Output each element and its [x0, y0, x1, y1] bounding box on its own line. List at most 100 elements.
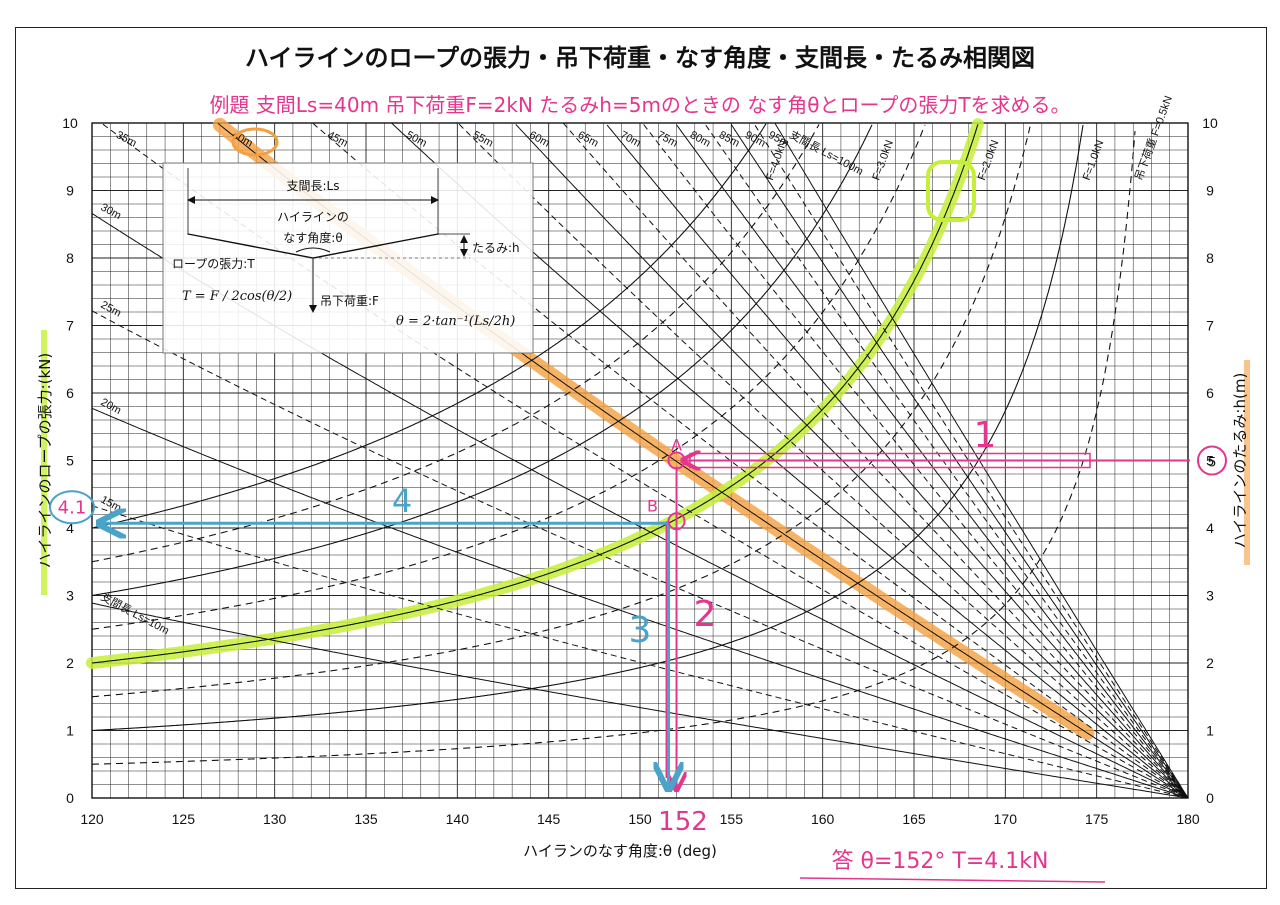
answer-theta-label: 152 — [658, 807, 708, 837]
y-tick-label-left: 0 — [66, 790, 74, 806]
tension-line-F-3 — [91, 124, 873, 597]
inset-span-label: 支間長:Ls — [287, 179, 340, 193]
point-A-label: A — [671, 436, 682, 455]
x-tick-label: 125 — [172, 811, 196, 827]
span-line-10m — [91, 602, 1189, 799]
formula-inset: 支間長:Ls ハイラインの なす角度:θ たるみ:h ロープの張力:T 吊下荷重… — [162, 162, 534, 354]
x-tick-label: 130 — [263, 811, 287, 827]
inset-sag-label: たるみ:h — [472, 241, 520, 255]
y-tick-label-left: 3 — [66, 588, 74, 604]
x-tick-label: 145 — [537, 811, 561, 827]
x-tick-label: 120 — [80, 811, 104, 827]
x-tick-label: 165 — [902, 811, 926, 827]
tension-line-F-2.5 — [91, 124, 926, 630]
tension-line-F-0.5 — [91, 131, 1136, 765]
span-line-label: 65m — [576, 129, 601, 150]
annotations: 例題 支間Ls=40m 吊下荷重F=2kN たるみh=5mのときの なす角θとロ… — [49, 93, 1227, 883]
span-line-90m — [730, 124, 1189, 799]
point-A-marker — [667, 451, 686, 470]
y-tick-label-left: 7 — [66, 318, 74, 334]
step2-label: 2 — [694, 594, 717, 635]
inset-load-label: 吊下荷重:F — [320, 294, 379, 308]
span-line-95m — [754, 125, 1189, 799]
span-line-label: 35m — [114, 129, 139, 150]
y-tick-label-right: 5 — [1206, 453, 1214, 469]
span-line-label: 75m — [655, 129, 680, 150]
span-line-60m — [515, 124, 1189, 799]
y-tick-label-left: 10 — [62, 115, 78, 131]
chart-title: ハイラインのロープの張力・吊下荷重・なす角度・支間長・たるみ相関図 — [244, 44, 1036, 72]
tension-line-F-3.5 — [91, 124, 820, 563]
span-line-label: 20m — [99, 396, 124, 417]
span-line-label: 15m — [99, 494, 124, 515]
point-B-label: B — [647, 496, 658, 515]
step1-label: 1 — [974, 415, 997, 456]
formula-theta: θ = 2·tan⁻¹(Ls/2h) — [396, 314, 515, 329]
y-tick-label-right: 9 — [1206, 183, 1214, 199]
y-tick-label-right: 1 — [1206, 723, 1214, 739]
span-line-80m — [676, 124, 1189, 799]
axes: 120 125 130 135 140 145 150 155 160 165 170 175 1800… — [36, 115, 1249, 860]
x-tick-label: 150 — [628, 811, 652, 827]
span-line-55m — [458, 123, 1189, 799]
tension-line-label: F=1.0kN — [1081, 139, 1107, 183]
x-axis-label: ハイランのなす角度:θ (deg) — [523, 842, 717, 860]
x-tick-label: 175 — [1085, 811, 1109, 827]
label-F2-box — [926, 160, 976, 222]
y-tick-label-left: 9 — [66, 183, 74, 199]
tension-line-label: 吊下荷重 F=0.5kN — [1131, 94, 1175, 182]
inset-angle-label-2: なす角度:θ — [283, 230, 342, 245]
point-B-marker — [667, 512, 686, 531]
span-line-label: 55m — [471, 129, 496, 150]
tension-line-label: F=2.0kN — [976, 139, 1002, 183]
x-tick-label: 160 — [811, 811, 835, 827]
answer-T-label: 4.1 — [58, 497, 87, 518]
inset-angle-label-1: ハイラインの — [277, 210, 349, 224]
span-line-label: 30m — [99, 201, 124, 222]
y-tick-label-left: 4 — [66, 520, 74, 536]
y-tick-label-right: 8 — [1206, 250, 1214, 266]
y-tick-label-right: 4 — [1206, 520, 1214, 536]
span-line-85m — [705, 124, 1189, 799]
y-tick-label-right: 10 — [1202, 115, 1218, 131]
tension-line-label: F=3.0kN — [870, 139, 896, 183]
y-tick-label-left: 6 — [66, 385, 74, 401]
x-tick-label: 170 — [994, 811, 1018, 827]
y-tick-label-left: 2 — [66, 655, 74, 671]
y-tick-label-right: 6 — [1206, 385, 1214, 401]
h-marker-circle — [1197, 445, 1227, 476]
step4-label: 4 — [392, 482, 412, 520]
span-line-label: 45m — [325, 129, 350, 150]
step3-label: 3 — [629, 610, 652, 651]
span-line-20m — [91, 407, 1189, 799]
y-tick-label-right: 0 — [1206, 790, 1214, 806]
span-line-label: 支間長 Ls=10m — [99, 590, 172, 637]
span-line-25m — [91, 310, 1189, 799]
answer-underline — [799, 877, 1106, 883]
step1-box — [689, 452, 1091, 469]
span-line-label: 60m — [527, 129, 552, 150]
answer-T-circle — [49, 490, 95, 525]
y-tick-label-left: 1 — [66, 723, 74, 739]
span-line-label: 90m — [743, 129, 768, 150]
x-tick-label: 135 — [354, 811, 378, 827]
label-40m-circle — [231, 127, 279, 157]
y-tick-label-right: 3 — [1206, 588, 1214, 604]
x-tick-label: 155 — [720, 811, 744, 827]
formula-T: T = F / 2cos(θ/2) — [182, 289, 292, 304]
y-tick-label-left: 8 — [66, 250, 74, 266]
h-marker-label: 5 — [1208, 454, 1216, 470]
span-line-label: 支間長 Ls=100m — [787, 128, 865, 178]
tension-line-F-1 — [91, 125, 1084, 732]
y-tick-label-left: 5 — [66, 453, 74, 469]
tension-line-F-2 — [91, 124, 979, 664]
y-tick-label-right: 2 — [1206, 655, 1214, 671]
inset-tension-label: ロープの張力:T — [172, 257, 255, 271]
y-axis-label-left: ハイラインのロープの張力:(kN) — [36, 353, 54, 568]
span-line-100m — [774, 123, 1189, 799]
x-tick-label: 140 — [446, 811, 470, 827]
answer-note: 答 θ=152° T=4.1kN — [832, 849, 1049, 874]
x-tick-label: 180 — [1176, 811, 1200, 827]
tension-line-F-4 — [91, 123, 767, 529]
